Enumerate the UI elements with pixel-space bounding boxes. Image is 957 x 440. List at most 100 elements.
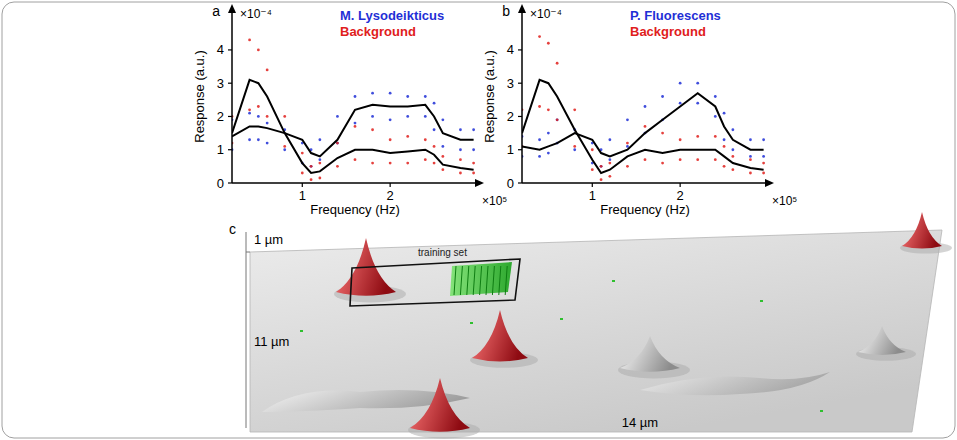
scatter-point [749, 158, 752, 161]
scatter-point [248, 39, 251, 42]
scatter-point [600, 178, 603, 181]
y-tick [228, 149, 232, 150]
patch-stripe [473, 266, 475, 295]
surface-speck [760, 300, 763, 302]
scatter-point [336, 142, 339, 145]
scatter-point [547, 132, 550, 135]
scatter-point [696, 82, 699, 85]
patch-stripe [492, 266, 494, 295]
y-tick [518, 83, 522, 84]
scatter-point [283, 115, 286, 118]
scatter-point [406, 115, 409, 118]
legend-entry: P. Fluorescens [630, 8, 721, 23]
scatter-point [472, 172, 475, 175]
scatter-point [406, 162, 409, 165]
scatter-point [714, 115, 717, 118]
figure: 0123412Frequency (Hz)Response (a.u.)×10⁻… [0, 0, 957, 440]
surface-plane [250, 230, 942, 432]
patch-stripe [486, 266, 488, 295]
scatter-point [266, 122, 269, 125]
scatter-point [749, 138, 752, 141]
y-tick-label: 2 [507, 109, 514, 124]
scatter-point [424, 158, 427, 161]
scatter-point [472, 148, 475, 151]
scatter-point [723, 145, 726, 148]
x-axis-title: Frequency (Hz) [310, 202, 400, 217]
scatter-point [310, 178, 313, 181]
scatter-point [538, 105, 541, 108]
scatter-point [644, 158, 647, 161]
patch-stripe [467, 266, 469, 295]
y-tick-label: 1 [507, 142, 514, 157]
scatter-point [433, 162, 436, 165]
y-tick [228, 49, 232, 50]
scatter-point [257, 138, 260, 141]
scatter-point [591, 148, 594, 151]
scatter-point [459, 158, 462, 161]
scatter-point [310, 165, 313, 168]
scatter-point [696, 102, 699, 105]
y-tick-label: 3 [217, 76, 224, 91]
mean-line [522, 93, 764, 156]
scatter-point [441, 145, 444, 148]
legend-entry: Background [340, 24, 416, 39]
scatter-point [433, 102, 436, 105]
scatter-point [433, 128, 436, 131]
x-axis-factor: ×10⁵ [482, 194, 507, 208]
y-tick-label: 0 [217, 176, 224, 191]
surface-bump [858, 326, 906, 355]
y-axis-line [231, 10, 233, 183]
scatter-point [661, 132, 664, 135]
surface-speck [470, 322, 473, 324]
scatter-point [644, 105, 647, 108]
scatter-point [600, 165, 603, 168]
scatter-point [556, 118, 559, 121]
plot-data [232, 39, 475, 182]
height-label: 1 µm [254, 232, 283, 247]
scatter-point [266, 142, 269, 145]
y-tick-label: 4 [507, 42, 514, 57]
scatter-point [608, 138, 611, 141]
depth-label: 11 µm [254, 334, 289, 349]
bacterium-peak [902, 212, 942, 249]
scatter-point [723, 112, 726, 115]
mean-line [522, 80, 764, 173]
scatter-point [731, 148, 734, 151]
patch-stripe [505, 266, 507, 295]
scatter-point [749, 172, 752, 175]
scatter-point [714, 135, 717, 138]
surface-bump [620, 336, 680, 372]
legend-entry: Background [630, 24, 706, 39]
panel-letter: c [229, 221, 236, 237]
x-tick-label: 2 [387, 188, 394, 203]
mean-line [232, 105, 474, 157]
surface-axis [246, 232, 247, 428]
panel-a: 0123412Frequency (Hz)Response (a.u.)×10⁻… [192, 3, 507, 217]
scatter-point [749, 155, 752, 158]
x-axis-factor: ×10⁵ [772, 194, 797, 208]
scatter-point [389, 138, 392, 141]
scatter-point [731, 168, 734, 171]
training-set-box [350, 259, 520, 306]
scatter-point [762, 138, 765, 141]
scatter-point [266, 115, 269, 118]
y-axis-line [521, 10, 523, 183]
scatter-point [696, 158, 699, 161]
width-label: 14 µm [622, 415, 658, 430]
scatter-point [257, 105, 260, 108]
scatter-point [459, 128, 462, 131]
scatter-point [406, 135, 409, 138]
panel-letter: b [502, 3, 510, 19]
scatter-point [600, 165, 603, 168]
scatter-point [762, 172, 765, 175]
patch-stripe [480, 266, 482, 295]
x-axis-line [522, 182, 768, 184]
scatter-point [547, 42, 550, 45]
y-tick-label: 2 [217, 109, 224, 124]
scatter-point [433, 145, 436, 148]
panel-b: 0123412Frequency (Hz)Response (a.u.)×10⁻… [482, 3, 797, 217]
scatter-point [248, 138, 251, 141]
y-axis-title: Response (a.u.) [192, 50, 207, 143]
x-axis-title: Frequency (Hz) [600, 202, 690, 217]
patch-stripe [460, 266, 462, 295]
